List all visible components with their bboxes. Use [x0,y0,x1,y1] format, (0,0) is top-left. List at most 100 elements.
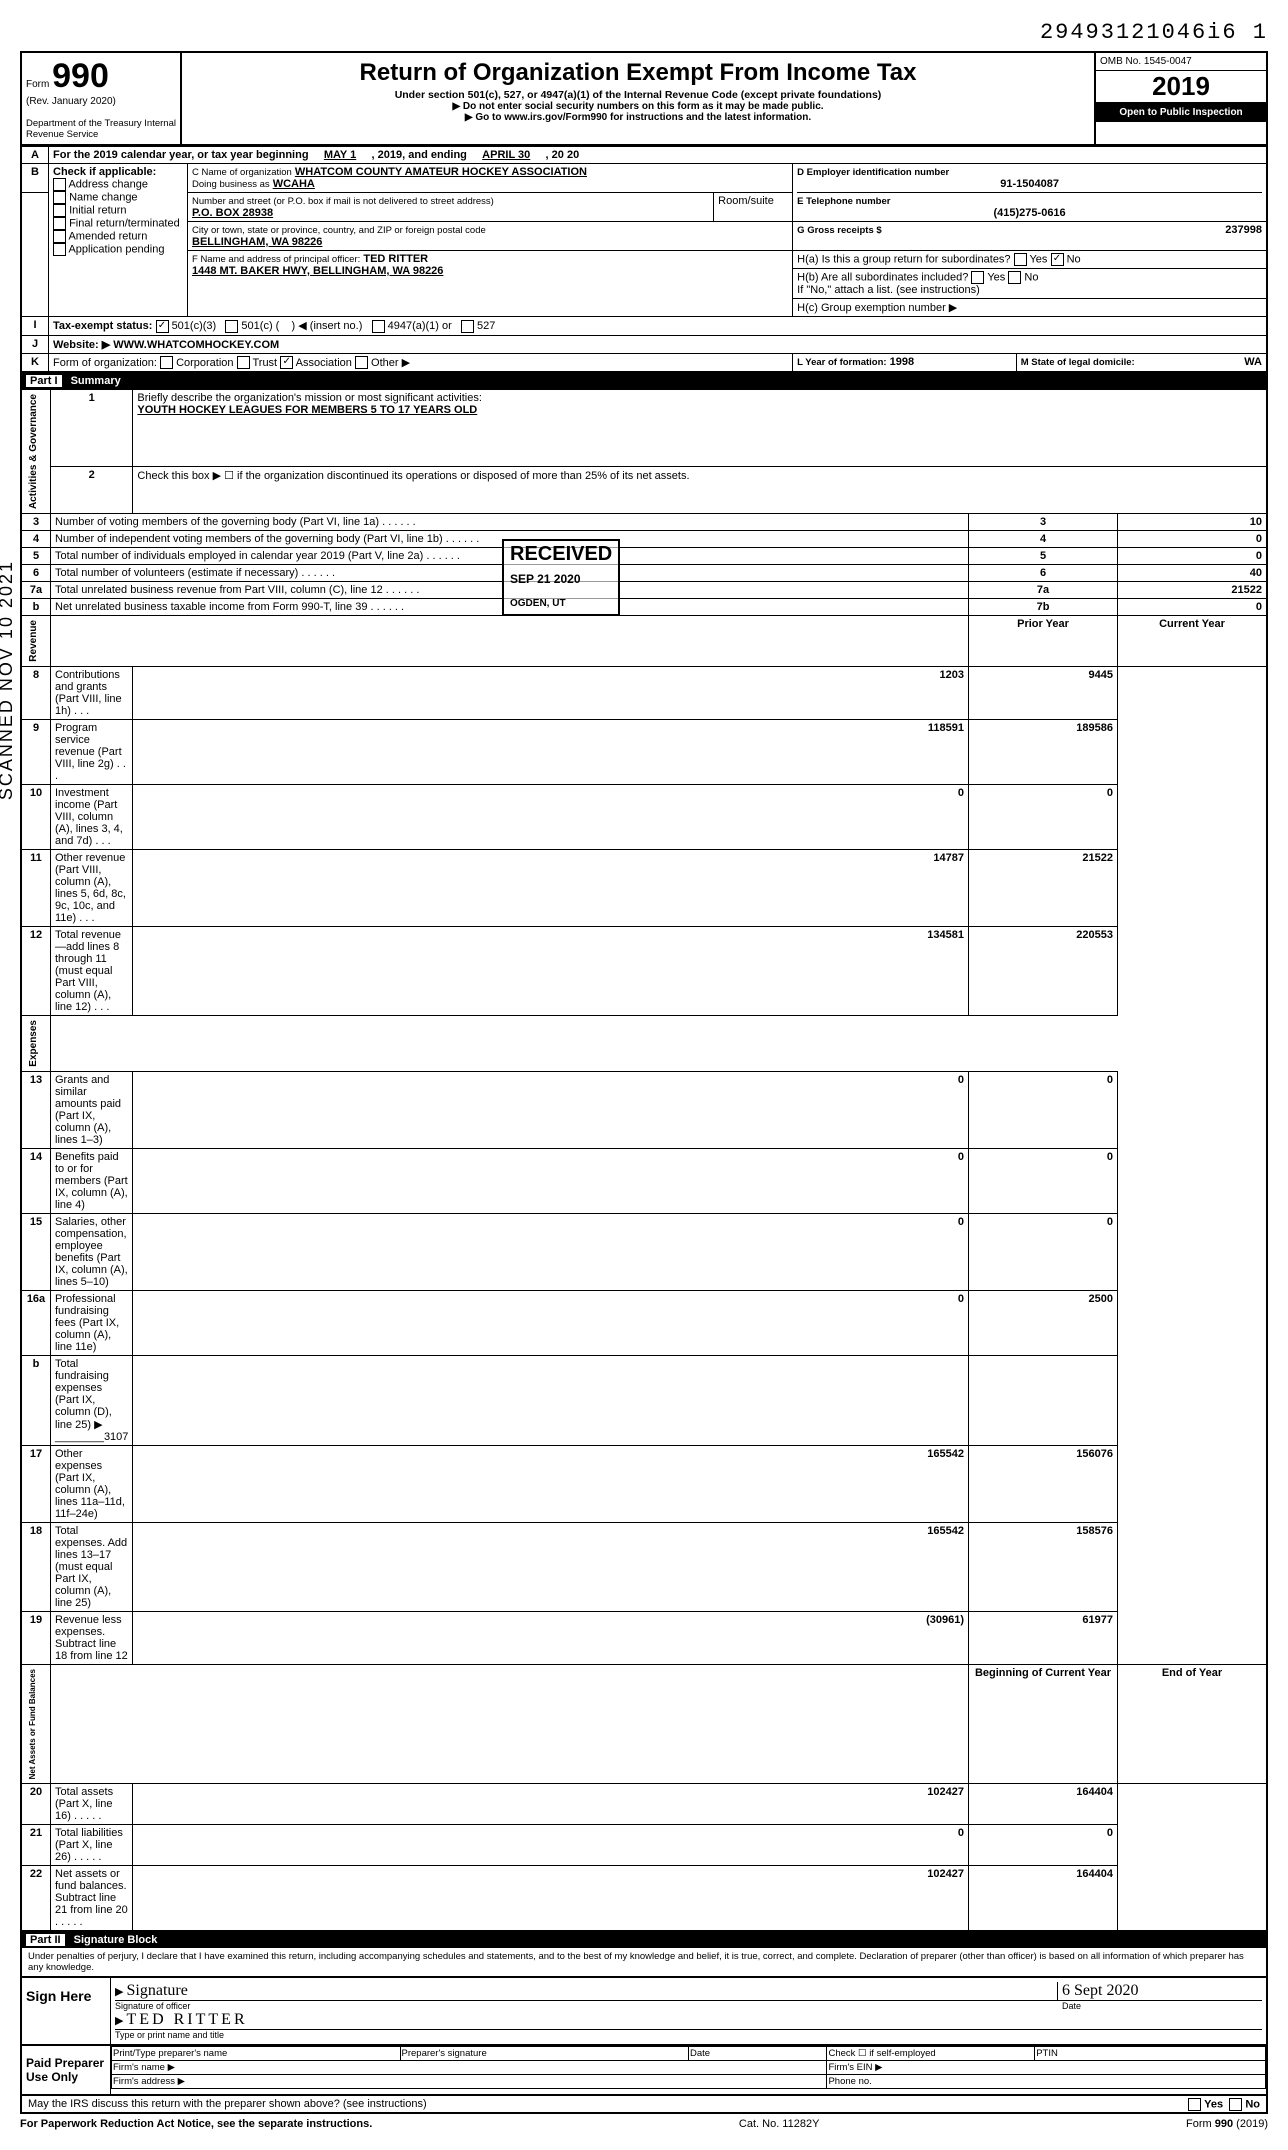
checkbox-name-change[interactable] [53,191,66,204]
line-13-text: Grants and similar amounts paid (Part IX… [51,1071,133,1148]
checkbox-address-change[interactable] [53,178,66,191]
checkbox-discuss-no[interactable] [1229,2098,1242,2111]
gross-label: G Gross receipts $ [797,225,881,236]
checkbox-amended[interactable] [53,230,66,243]
gross-value: 237998 [1225,224,1262,236]
signature-date: 6 Sept 2020 [1062,1982,1138,1999]
line-20-text: Total assets (Part X, line 16) . . . . . [51,1784,133,1825]
officer-name: TED RITTER [363,253,428,265]
line-14-prior: 0 [133,1148,969,1213]
line-19-prior: (30961) [133,1611,969,1664]
checkbox-assoc[interactable]: ✓ [280,356,293,369]
ein-label: D Employer identification number [797,167,949,178]
org-name-cell: C Name of organization WHATCOM COUNTY AM… [188,164,793,193]
line-12-text: Total revenue—add lines 8 through 11 (mu… [51,926,133,1015]
checkbox-527[interactable] [461,320,474,333]
checkbox-hb-yes[interactable] [971,271,984,284]
checkbox-other[interactable] [355,356,368,369]
checkbox-501c[interactable] [225,320,238,333]
street-cell: Number and street (or P.O. box if mail i… [188,193,714,222]
opt-501c: 501(c) ( [241,320,279,332]
street-label: Number and street (or P.O. box if mail i… [192,196,494,207]
state-domicile: M State of legal domicile: WA [1016,353,1267,372]
line-17-current: 156076 [969,1445,1118,1522]
ein-phone-cell: D Employer identification number 91-1504… [793,164,1267,222]
line-16a-text: Professional fundraising fees (Part IX, … [51,1290,133,1355]
footer-left: For Paperwork Reduction Act Notice, see … [20,2118,372,2130]
checkbox-corp[interactable] [160,356,173,369]
ha-no: No [1067,253,1081,265]
line-3-num: 3 [21,514,51,531]
line-b-num: b [21,1355,51,1445]
checkbox-discuss-yes[interactable] [1188,2098,1201,2111]
col-end: End of Year [1118,1664,1268,1783]
line-6-num: 6 [21,565,51,582]
tax-year: 2019 [1096,71,1266,103]
line-8-current: 9445 [969,666,1118,719]
dba-label: Doing business as [192,179,270,190]
ha-yes: Yes [1029,253,1047,265]
firm-ein-label: Firm's EIN ▶ [827,2061,1266,2075]
website-label: Website: ▶ [53,339,110,351]
row-b-label: B [21,164,49,193]
line-17-prior: 165542 [133,1445,969,1522]
checkbox-initial-return[interactable] [53,204,66,217]
checkbox-501c3[interactable]: ✓ [156,320,169,333]
line-22-text: Net assets or fund balances. Subtract li… [51,1866,133,1932]
line-15-num: 15 [21,1213,51,1290]
checkbox-trust[interactable] [237,356,250,369]
line-18-text: Total expenses. Add lines 13–17 (must eq… [51,1522,133,1611]
checkbox-4947[interactable] [372,320,385,333]
prep-sig-label: Preparer's signature [400,2047,689,2061]
part1-title: Summary [71,375,121,387]
line-16a-current: 2500 [969,1290,1118,1355]
website-value: WWW.WHATCOMHOCKEY.COM [113,339,279,351]
line-16a-num: 16a [21,1290,51,1355]
stamp-date: SEP 21 2020 [510,572,581,586]
instruction-2: ▶ Go to www.irs.gov/Form990 for instruct… [190,112,1086,123]
col-current: Current Year [1118,616,1268,667]
line-b-current [969,1355,1118,1445]
line-16a-prior: 0 [133,1290,969,1355]
line-21-prior: 0 [133,1825,969,1866]
line-10-num: 10 [21,784,51,849]
phone-no-label: Phone no. [827,2075,1266,2089]
line-6-box: 6 [969,565,1118,582]
checkbox-ha-no[interactable]: ✓ [1051,253,1064,266]
h-b-note: If "No," attach a list. (see instruction… [797,284,980,296]
opt-assoc: Association [296,357,352,369]
instruction-1: ▶ Do not enter social security numbers o… [190,101,1086,112]
opt-corp: Corporation [176,357,233,369]
line-21-num: 21 [21,1825,51,1866]
checkbox-pending[interactable] [53,243,66,256]
line-12-current: 220553 [969,926,1118,1015]
checkbox-final-return[interactable] [53,217,66,230]
line-14-current: 0 [969,1148,1118,1213]
checkbox-ha-yes[interactable] [1014,253,1027,266]
sig-officer-label: Signature of officer [115,2001,1058,2011]
opt-527: 527 [477,320,495,332]
opt-address-change: Address change [68,178,148,190]
firm-name-label: Firm's name ▶ [112,2061,827,2075]
received-stamp: RECEIVED SEP 21 2020 OGDEN, UT [502,539,620,616]
line-5-box: 5 [969,548,1118,565]
sig-date-label: Date [1058,2001,1262,2011]
m-label: M State of legal domicile: [1021,357,1135,368]
stamp-place: OGDEN, UT [510,598,566,609]
line-21-text: Total liabilities (Part X, line 26) . . … [51,1825,133,1866]
page-footer: For Paperwork Reduction Act Notice, see … [20,2118,1268,2130]
vlabel-governance: Activities & Governance [26,392,41,511]
line-b-text: Total fundraising expenses (Part IX, col… [51,1355,133,1445]
year-formation: L Year of formation: 1998 [793,353,1017,372]
line-22-current: 164404 [969,1866,1118,1932]
form-header: Form 990 (Rev. January 2020) Department … [20,51,1268,146]
phone-label: E Telephone number [797,196,890,207]
part2-header: Part II Signature Block [20,1932,1268,1948]
row-j: Website: ▶ WWW.WHATCOMHOCKEY.COM [49,335,1268,353]
line-11-num: 11 [21,849,51,926]
form-id-box: Form 990 (Rev. January 2020) Department … [22,53,182,144]
line-14-text: Benefits paid to or for members (Part IX… [51,1148,133,1213]
line-12-num: 12 [21,926,51,1015]
checkbox-hb-no[interactable] [1008,271,1021,284]
line-5-num: 5 [21,548,51,565]
